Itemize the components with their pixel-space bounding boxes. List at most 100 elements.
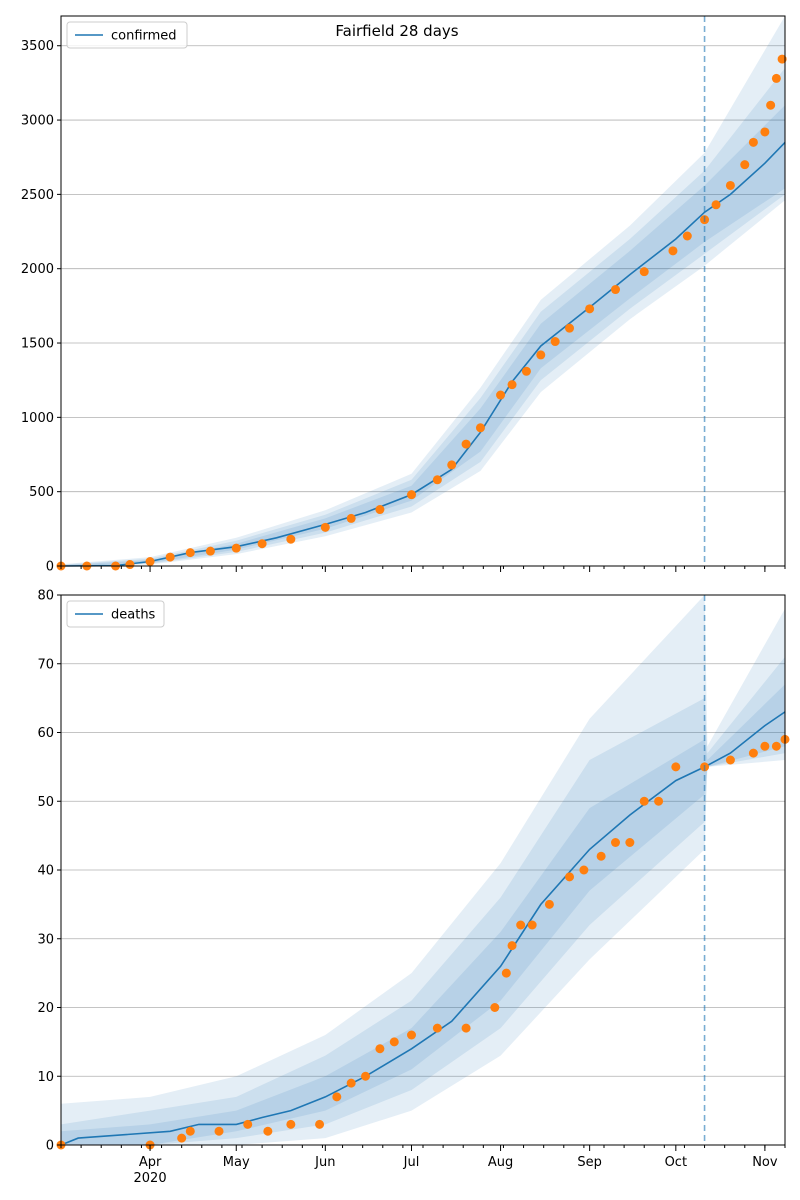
- y-tick-label: 2500: [21, 188, 54, 203]
- observed-point: [375, 1044, 385, 1054]
- observed-point: [507, 380, 517, 390]
- y-tick-label: 0: [46, 560, 54, 575]
- observed-point: [231, 543, 241, 553]
- observed-point: [490, 1003, 500, 1012]
- observed-point: [145, 557, 155, 567]
- confirmed-panel: 0 500 1000 1500 2000 2500 3000 3500 confirmed: [21, 15, 787, 575]
- observed-point: [332, 1092, 342, 1102]
- observed-point: [766, 100, 776, 110]
- model-line: [60, 141, 786, 567]
- y-tick-label: 10: [37, 1070, 54, 1085]
- observed-point: [521, 366, 531, 376]
- y-tick-label: 20: [37, 1001, 54, 1016]
- x-tick-label: May: [223, 1155, 250, 1170]
- chart-title: Fairfield 28 days: [335, 22, 458, 40]
- observed-point: [565, 872, 575, 882]
- observed-point: [536, 350, 546, 360]
- y-tick-label: 60: [37, 726, 54, 741]
- y-tick-label: 40: [37, 864, 54, 879]
- observed-point: [725, 180, 735, 190]
- observed-point: [740, 160, 750, 170]
- observed-point: [748, 748, 758, 758]
- observed-point: [286, 534, 296, 544]
- observed-point: [315, 1119, 325, 1129]
- observed-point: [125, 560, 135, 570]
- observed-point: [777, 54, 787, 64]
- model-line: [60, 711, 786, 1146]
- observed-point: [585, 304, 595, 314]
- uncertainty-band: [61, 684, 785, 1145]
- observed-point: [654, 796, 664, 806]
- uncertainty-band: [61, 595, 785, 1145]
- observed-point: [257, 539, 267, 549]
- observed-point: [501, 968, 511, 978]
- observed-point: [185, 1126, 195, 1136]
- observed-point: [432, 1023, 442, 1033]
- x-tick-label: Jun: [314, 1155, 335, 1170]
- observed-point: [565, 323, 575, 333]
- x-tick-label: Sep: [577, 1155, 602, 1170]
- y-tick-label: 500: [29, 485, 54, 500]
- y-tick-label: 70: [37, 657, 54, 672]
- observed-point: [639, 267, 649, 277]
- observed-point: [263, 1126, 273, 1136]
- uncertainty-band: [61, 656, 785, 1145]
- observed-point: [748, 137, 758, 147]
- observed-point: [610, 838, 620, 847]
- observed-point: [671, 762, 681, 772]
- observed-point: [668, 246, 678, 256]
- y-tick-label: 2000: [21, 262, 54, 277]
- observed-point: [596, 851, 606, 861]
- uncertainty-band: [61, 16, 785, 566]
- observed-point: [475, 423, 485, 433]
- observed-point: [625, 838, 635, 847]
- observed-point: [243, 1119, 253, 1129]
- observed-point: [760, 741, 770, 751]
- observed-point: [461, 1023, 471, 1033]
- observed-point: [346, 513, 356, 523]
- y-tick-label: 1500: [21, 337, 54, 352]
- observed-point: [527, 920, 537, 930]
- observed-point: [760, 127, 770, 137]
- observed-point: [407, 1030, 417, 1040]
- y-tick-label: 30: [37, 932, 54, 947]
- legend-label: confirmed: [111, 29, 177, 44]
- y-tick-label: 1000: [21, 411, 54, 426]
- observed-point: [610, 285, 620, 295]
- observed-point: [579, 865, 589, 875]
- legend-label: deaths: [111, 608, 156, 623]
- y-tick-label: 80: [37, 589, 54, 604]
- observed-point: [639, 796, 649, 806]
- observed-point: [407, 490, 417, 500]
- y-tick-label: 50: [37, 795, 54, 810]
- observed-point: [177, 1133, 187, 1143]
- observed-point: [507, 941, 517, 951]
- observed-point: [725, 755, 735, 765]
- x-tick-label: Jul: [403, 1155, 420, 1170]
- observed-point: [346, 1078, 356, 1088]
- observed-point: [544, 899, 554, 909]
- x-tick-label: Aug: [488, 1155, 513, 1170]
- uncertainty-band: [61, 68, 785, 566]
- observed-point: [447, 460, 457, 470]
- x-tick-label: Oct: [665, 1155, 687, 1170]
- observed-point: [389, 1037, 399, 1047]
- x-tick-label: Nov: [752, 1155, 778, 1170]
- observed-point: [516, 920, 526, 930]
- x-tick-year: 2020: [134, 1171, 167, 1186]
- observed-point: [771, 741, 781, 751]
- y-tick-label: 3500: [21, 39, 54, 54]
- observed-point: [771, 73, 781, 83]
- observed-point: [286, 1119, 296, 1129]
- y-tick-label: 3000: [21, 114, 54, 129]
- observed-point: [361, 1071, 371, 1081]
- observed-point: [185, 548, 195, 558]
- y-tick-label: 0: [46, 1139, 54, 1154]
- observed-point: [205, 546, 215, 556]
- x-tick-label: Apr: [139, 1155, 162, 1170]
- observed-point: [214, 1126, 224, 1136]
- observed-point: [550, 337, 560, 347]
- observed-point: [375, 505, 385, 515]
